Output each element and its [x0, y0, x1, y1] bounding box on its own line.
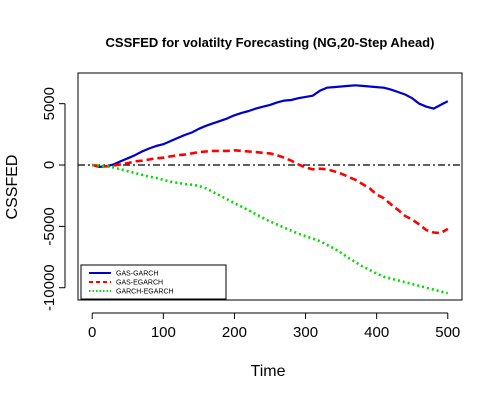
x-tick-label: 500 [435, 324, 460, 341]
x-tick-label: 100 [151, 324, 176, 341]
x-tick-label: 200 [222, 324, 247, 341]
y-tick-label: -5000 [41, 207, 58, 245]
x-tick-label: 0 [88, 324, 96, 341]
x-tick-label: 300 [293, 324, 318, 341]
legend-label: GARCH-EGARCH [116, 289, 174, 296]
chart-title: CSSFED for volatilty Forecasting (NG,20-… [106, 35, 435, 50]
y-tick-label: 0 [41, 161, 58, 169]
x-tick-label: 400 [364, 324, 389, 341]
legend-label: GAS-GARCH [116, 271, 158, 278]
series-line-gas-egarch [92, 150, 448, 233]
legend-label: GAS-EGARCH [116, 280, 163, 287]
y-axis-label: CSSFED [4, 155, 21, 220]
legend: GAS-GARCH GAS-EGARCH GARCH-EGARCH [81, 265, 226, 299]
series-layer [92, 85, 448, 293]
x-axis: 0 100 200 300 400 500 [88, 313, 460, 341]
x-axis-label: Time [251, 363, 286, 380]
y-tick-label: 5000 [41, 87, 58, 120]
y-tick-label: -10000 [41, 264, 58, 311]
y-axis: -10000 -5000 0 5000 [41, 87, 65, 311]
